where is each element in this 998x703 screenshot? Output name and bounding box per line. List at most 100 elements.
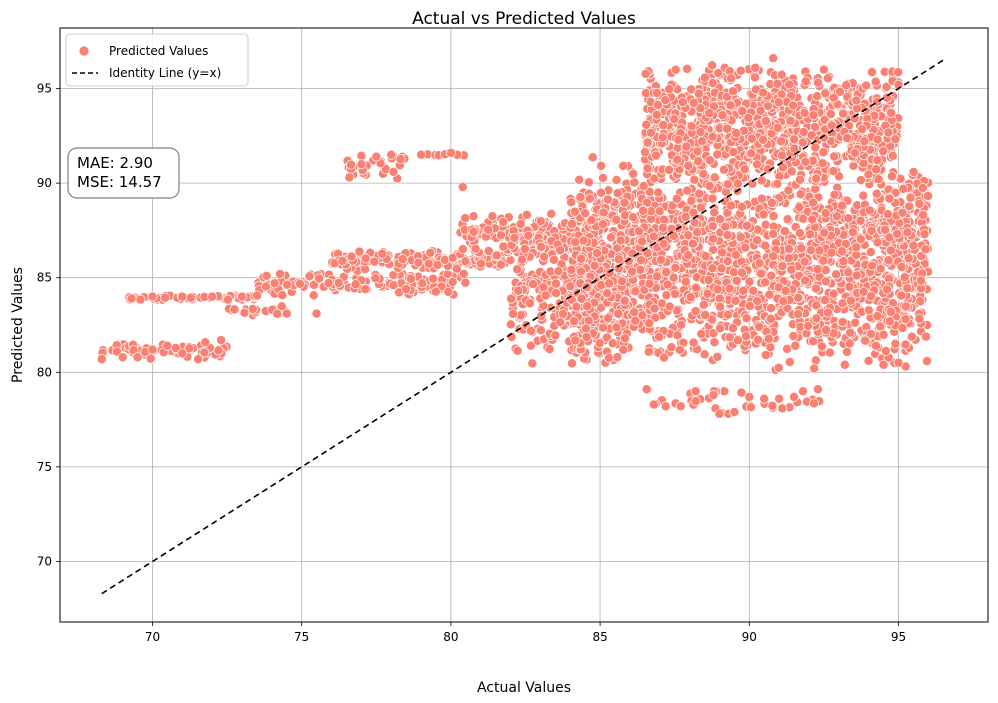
data-point-3891 [768,53,779,64]
data-point-267 [308,290,319,301]
data-point-299 [356,150,367,161]
data-point-1595 [845,327,856,338]
data-point-2633 [884,193,895,204]
data-point-2685 [668,230,679,241]
data-point-2647 [884,316,895,327]
data-point-2711 [915,275,926,286]
data-point-2743 [919,229,930,240]
legend-label-predicted: Predicted Values [109,44,208,58]
data-point-3448 [817,158,828,169]
data-point-2551 [908,167,919,177]
data-point-3745 [722,123,733,134]
data-point-2518 [566,197,577,208]
data-point-2635 [752,296,763,306]
data-point-3173 [786,166,797,177]
data-point-537 [468,211,479,222]
data-point-958 [551,278,561,289]
data-point-3510 [822,73,833,84]
data-point-3864 [177,291,188,302]
data-point-3783 [777,403,788,414]
data-point-3171 [867,67,877,78]
y-tick-label-90: 90 [37,176,52,190]
data-point-3758 [704,108,715,119]
data-point-2742 [592,248,602,259]
data-point-2601 [613,308,624,319]
data-point-960 [525,325,536,336]
data-point-2794 [850,317,861,328]
data-point-2712 [768,251,779,262]
data-point-3708 [707,131,718,142]
data-point-257 [388,270,399,280]
data-point-2660 [793,309,804,320]
data-point-1993 [611,175,622,185]
data-point-3707 [752,159,762,170]
data-point-2816 [716,263,727,274]
data-point-2590 [923,191,934,201]
data-point-3620 [651,109,662,120]
data-point-2679 [793,292,804,303]
data-point-2802 [811,283,821,294]
data-point-3619 [677,97,688,108]
data-point-3731 [695,127,706,138]
data-point-3499 [772,78,783,89]
data-point-258 [360,284,371,295]
data-point-2770 [867,260,878,271]
data-point-3871 [416,149,427,160]
metrics-box [67,147,180,199]
data-point-2658 [783,185,794,196]
data-point-2817 [808,197,819,208]
data-point-3645 [697,136,708,147]
data-point-2863 [606,232,616,243]
data-point-1673 [844,338,855,349]
data-point-2538 [662,279,673,290]
data-point-559 [498,216,509,227]
data-point-2662 [794,228,805,239]
data-point-2752 [638,181,649,192]
data-point-2828 [680,211,691,222]
data-point-1848 [765,313,776,324]
data-point-2044 [865,247,876,258]
data-point-3572 [699,72,710,83]
data-point-3760 [642,137,653,148]
data-point-1162 [709,337,720,348]
data-point-2837 [576,253,586,264]
data-point-3835 [882,209,893,220]
data-point-3054 [863,169,874,180]
data-point-3892 [750,62,761,73]
data-point-3622 [660,95,671,106]
data-point-2732 [576,293,587,304]
data-point-2150 [917,183,928,193]
data-point-2397 [717,247,728,258]
data-point-3693 [776,136,787,147]
data-point-3688 [808,110,819,121]
data-point-2750 [698,299,709,310]
data-point-2721 [758,209,769,220]
data-point-3720 [746,148,757,159]
data-point-3872 [445,147,456,158]
data-point-2979 [818,147,829,158]
y-tick-label-70: 70 [37,554,52,568]
data-point-2784 [845,295,856,306]
data-point-266 [275,269,286,279]
data-point-2578 [584,193,595,204]
data-point-2617 [722,256,733,267]
data-point-2782 [649,303,660,314]
data-point-3747 [789,143,800,154]
data-point-3810 [820,208,831,219]
data-point-2467 [731,275,742,286]
x-tick-label-90: 90 [742,630,757,644]
data-point-3666 [861,80,872,91]
data-point-3723 [785,115,796,126]
data-point-3877 [648,399,659,410]
data-point-3751 [828,92,839,103]
data-point-3690 [788,100,799,111]
data-point-3854 [897,207,908,218]
data-point-262 [269,278,280,289]
data-point-3157 [640,68,651,79]
data-point-273 [261,270,272,281]
data-point-578 [495,230,506,241]
data-point-270 [428,273,439,284]
data-point-3819 [837,246,847,257]
data-point-901 [506,293,517,304]
data-point-2720 [586,215,597,226]
